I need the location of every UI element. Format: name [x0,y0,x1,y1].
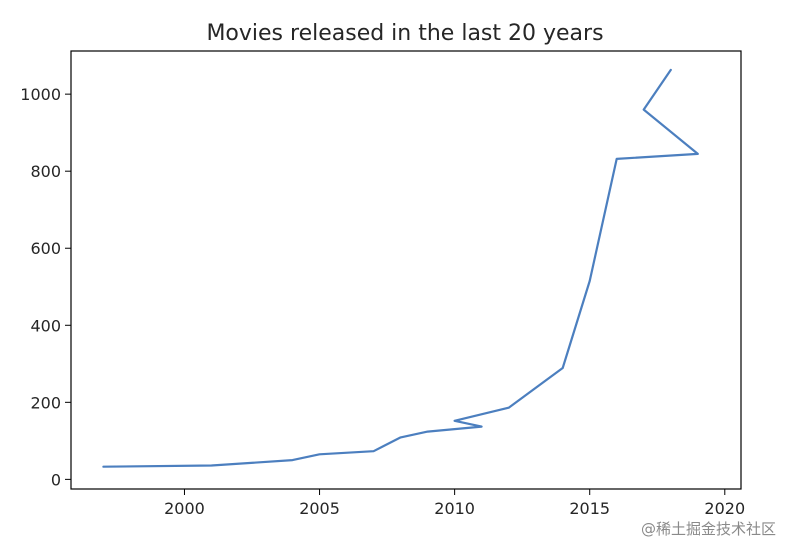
y-tick-label: 0 [51,470,61,489]
series-line [102,68,699,468]
watermark: @稀土掘金技术社区 [641,520,776,538]
axis-ticks: 2000 2005 2010 2015 2020 0 200 400 600 800 1000 [20,85,745,518]
x-tick-label: 2010 [434,499,475,518]
x-tick-label: 2005 [299,499,340,518]
y-tick-label: 600 [30,239,61,258]
x-tick-label: 2000 [164,499,205,518]
x-tick-label: 2020 [704,499,745,518]
y-tick-label: 1000 [20,85,61,104]
chart-title: Movies released in the last 20 years [206,21,603,46]
plot-frame [70,50,742,490]
y-tick-label: 200 [30,393,61,412]
y-tick-label: 400 [30,316,61,335]
series-group [102,68,699,468]
x-tick-label: 2015 [569,499,610,518]
y-tick-label: 800 [30,162,61,181]
